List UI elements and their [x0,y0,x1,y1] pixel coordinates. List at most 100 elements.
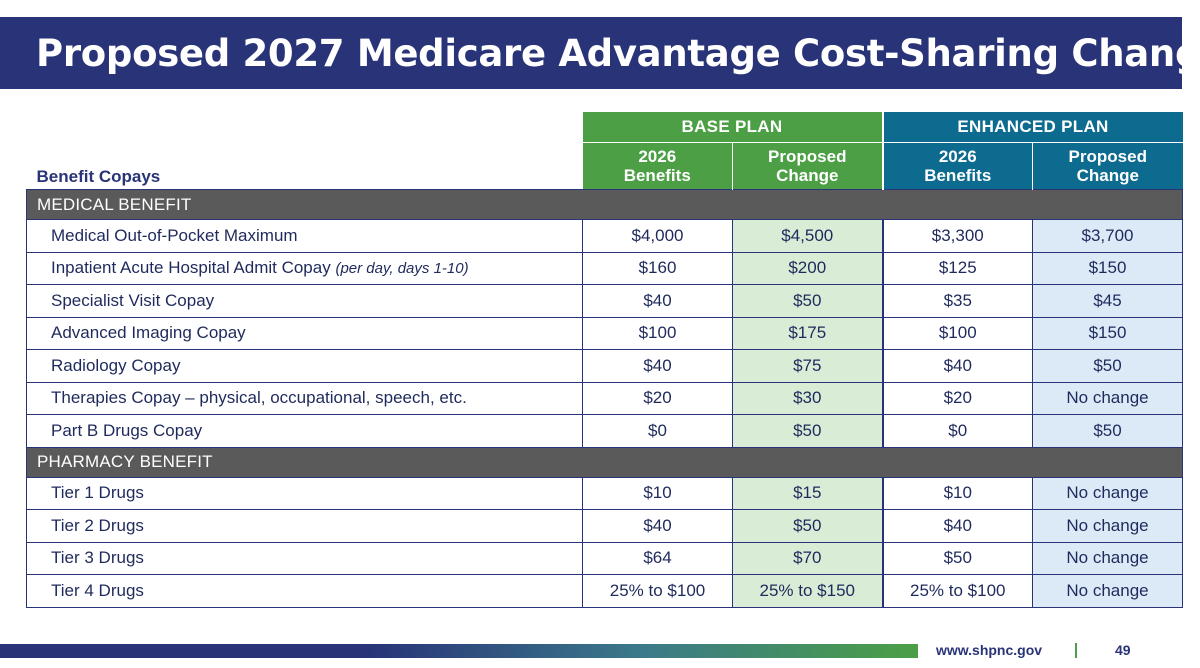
base-proposed-cell: $200 [732,251,883,285]
title-bar: Proposed 2027 Medicare Advantage Cost-Sh… [0,17,1200,89]
enhanced-plan-header: ENHANCED PLAN [882,112,1183,143]
base-2026-cell: $4,000 [582,219,733,253]
base-2026-cell: $0 [582,414,733,448]
section-title: MEDICAL BENEFIT [26,189,1183,220]
base-proposed-cell: $175 [732,316,883,350]
enhanced-proposed-cell: $50 [1032,349,1183,383]
section-title: PHARMACY BENEFIT [26,446,1183,478]
base-2026-cell: $160 [582,251,733,285]
enhanced-proposed-cell: $150 [1032,251,1183,285]
benefit-label-cell: Specialist Visit Copay [26,284,583,318]
enh-proposed-line1: Proposed [1068,147,1147,166]
benefit-note: (per day, days 1-10) [335,260,469,278]
section-row-medical: MEDICAL BENEFIT [26,189,1183,220]
table-row: Tier 2 Drugs $40 $50 $40 No change [26,509,1183,543]
enh-2026-line1: 2026 [938,147,977,166]
base-2026-cell: $40 [582,509,733,543]
benefit-label: Tier 1 Drugs [51,483,144,503]
enhanced-proposed-cell: $45 [1032,284,1183,318]
base-proposed-cell: $75 [732,349,883,383]
enhanced-2026-cell: $35 [881,284,1033,318]
enhanced-proposed-cell: No change [1032,476,1183,510]
table-body: MEDICAL BENEFIT Medical Out-of-Pocket Max… [26,189,1183,608]
table-row: Inpatient Acute Hospital Admit Copay (pe… [26,251,1183,285]
base-plan-header: BASE PLAN [582,112,884,143]
enhanced-2026-cell: $20 [881,381,1033,415]
base-2026-line2: Benefits [623,166,691,185]
base-proposed-line2: Change [776,166,839,185]
base-proposed-cell: 25% to $150 [732,574,883,608]
table-row: Advanced Imaging Copay $100 $175 $100 $150 [26,316,1183,350]
benefit-label: Medical Out-of-Pocket Maximum [51,225,298,245]
enhanced-proposed-cell: $3,700 [1032,219,1183,253]
enhanced-2026-cell: $3,300 [881,219,1033,253]
benefit-label-cell: Tier 4 Drugs [26,574,583,608]
enhanced-2026-cell: 25% to $100 [881,574,1033,608]
benefit-label: Therapies Copay – physical, occupational… [51,388,467,408]
enhanced-proposed-header: Proposed Change [1032,142,1183,190]
base-2026-cell: $40 [582,349,733,383]
page-title: Proposed 2027 Medicare Advantage Cost-Sh… [36,31,1200,75]
enh-2026-line2: Benefits [924,166,992,185]
benefit-label: Tier 3 Drugs [51,548,144,568]
enhanced-2026-cell: $10 [881,476,1033,510]
table-row: Part B Drugs Copay $0 $50 $0 $50 [26,414,1183,448]
table-row: Specialist Visit Copay $40 $50 $35 $45 [26,284,1183,318]
footer-url: www.shpnc.gov [936,642,1043,658]
enhanced-2026-cell: $100 [881,316,1033,350]
base-2026-header: 2026 Benefits [582,142,733,190]
benefit-copays-header: Benefit Copays [26,112,583,190]
enhanced-proposed-cell: No change [1032,509,1183,543]
base-proposed-line1: Proposed [768,147,847,166]
base-proposed-cell: $4,500 [732,219,883,253]
footer-bar [0,644,918,658]
benefit-label: Inpatient Acute Hospital Admit Copay [51,258,331,278]
enhanced-proposed-cell: $50 [1032,414,1183,448]
base-2026-cell: $20 [582,381,733,415]
benefit-label-cell: Tier 3 Drugs [26,541,583,575]
base-2026-cell: $40 [582,284,733,318]
enhanced-2026-cell: $40 [881,349,1033,383]
base-2026-cell: $10 [582,476,733,510]
table-row: Tier 4 Drugs 25% to $100 25% to $150 25% to… [26,574,1183,608]
enhanced-2026-header: 2026 Benefits [881,142,1033,190]
benefit-label: Part B Drugs Copay [51,420,203,440]
enhanced-2026-cell: $40 [881,509,1033,543]
benefit-label-cell: Radiology Copay [26,349,583,383]
table-row: Therapies Copay – physical, occupational… [26,381,1183,415]
benefit-label: Radiology Copay [51,355,181,375]
base-proposed-cell: $50 [732,414,883,448]
enhanced-proposed-cell: No change [1032,574,1183,608]
page-number: 49 [1115,642,1131,658]
base-proposed-cell: $15 [732,476,883,510]
base-2026-cell: $100 [582,316,733,350]
base-proposed-header: Proposed Change [732,142,883,190]
benefit-label: Tier 2 Drugs [51,515,144,535]
footer-divider [1075,643,1077,658]
table-row: Medical Out-of-Pocket Maximum $4,000 $4,50… [26,219,1183,253]
benefit-label-cell: Part B Drugs Copay [26,414,583,448]
benefit-label: Advanced Imaging Copay [51,323,246,343]
benefit-label: Tier 4 Drugs [51,580,144,600]
benefit-label-cell: Inpatient Acute Hospital Admit Copay (pe… [26,251,583,285]
enh-proposed-line2: Change [1076,166,1139,185]
enhanced-2026-cell: $0 [881,414,1033,448]
benefit-label-cell: Tier 2 Drugs [26,509,583,543]
table-row: Tier 1 Drugs $10 $15 $10 No change [26,476,1183,510]
benefit-label: Specialist Visit Copay [51,290,215,310]
base-2026-line1: 2026 [638,147,677,166]
base-proposed-cell: $50 [732,509,883,543]
enhanced-proposed-cell: No change [1032,541,1183,575]
enhanced-2026-cell: $50 [881,541,1033,575]
base-2026-cell: $64 [582,541,733,575]
section-row-pharmacy: PHARMACY BENEFIT [26,446,1183,478]
table-row: Radiology Copay $40 $75 $40 $50 [26,349,1183,383]
base-proposed-cell: $50 [732,284,883,318]
base-proposed-cell: $70 [732,541,883,575]
benefit-label-cell: Tier 1 Drugs [26,476,583,510]
enhanced-2026-cell: $125 [881,251,1033,285]
cost-sharing-table: Benefit Copays BASE PLAN ENHANCED PLAN 2… [26,112,1183,608]
table-row: Tier 3 Drugs $64 $70 $50 No change [26,541,1183,575]
base-2026-cell: 25% to $100 [582,574,733,608]
enhanced-proposed-cell: No change [1032,381,1183,415]
